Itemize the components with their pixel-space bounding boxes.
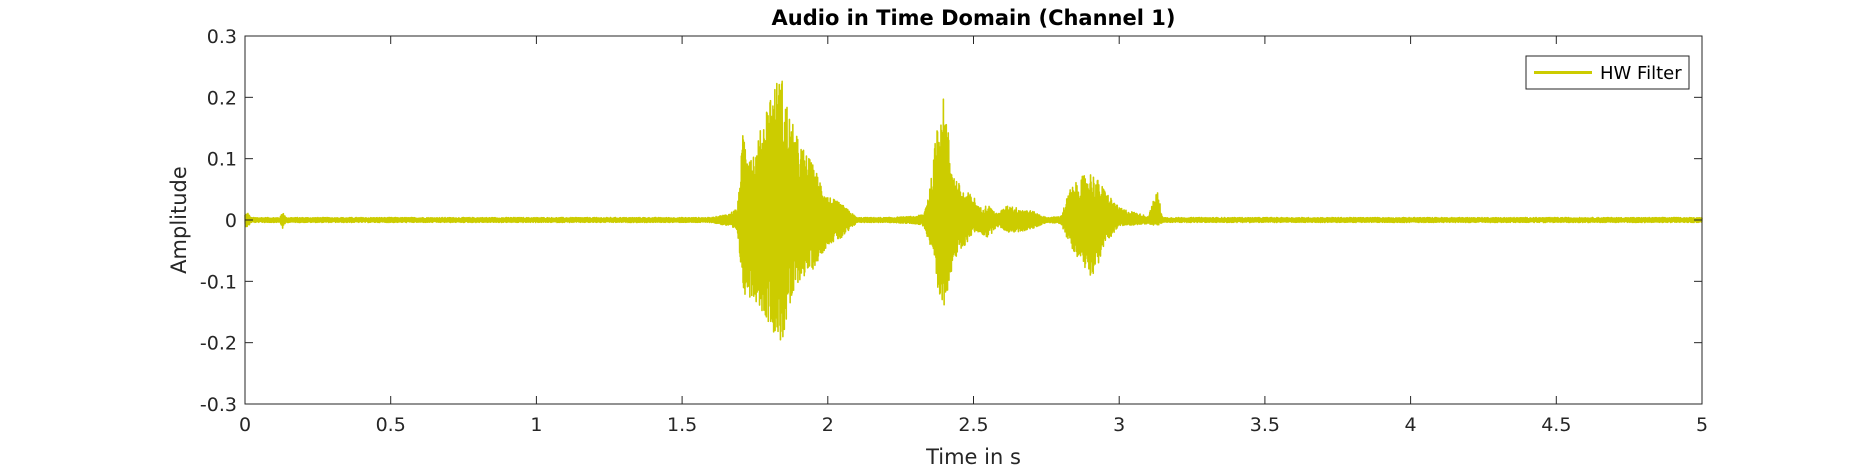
x-tick-label: 4.5 [1541, 414, 1571, 436]
x-tick-label: 1 [530, 414, 542, 436]
x-tick-label: 3 [1113, 414, 1125, 436]
y-tick-label: 0.2 [207, 87, 237, 109]
legend: HW Filter [1525, 55, 1690, 90]
x-tick-label: 0.5 [376, 414, 406, 436]
x-tick-label: 3.5 [1250, 414, 1280, 436]
legend-label: HW Filter [1600, 63, 1682, 84]
x-tick-label: 5 [1696, 414, 1708, 436]
waveform-layer [244, 80, 1703, 341]
chart-title: Audio in Time Domain (Channel 1) [772, 6, 1176, 30]
y-axis-title: Amplitude [167, 166, 191, 274]
x-tick-label: 2.5 [958, 414, 988, 436]
x-axis: 0 0.5 1 1.5 2 2.5 3 3.5 4 4.5 5 [239, 36, 1708, 436]
series-line-hw-filter [244, 80, 1703, 341]
y-tick-label: -0.2 [200, 333, 237, 355]
y-tick-label: 0.3 [207, 26, 237, 48]
x-tick-label: 0 [239, 414, 251, 436]
x-tick-label: 1.5 [667, 414, 697, 436]
y-axis: 0.3 0.2 0.1 0 -0.1 -0.2 -0.3 [200, 26, 1702, 416]
x-axis-title: Time in s [925, 445, 1021, 469]
y-tick-label: -0.3 [200, 394, 237, 416]
x-tick-label: 4 [1405, 414, 1417, 436]
y-tick-label: 0.1 [207, 149, 237, 171]
x-tick-label: 2 [822, 414, 834, 436]
y-tick-label: 0 [225, 210, 237, 232]
y-tick-label: -0.1 [200, 271, 237, 293]
